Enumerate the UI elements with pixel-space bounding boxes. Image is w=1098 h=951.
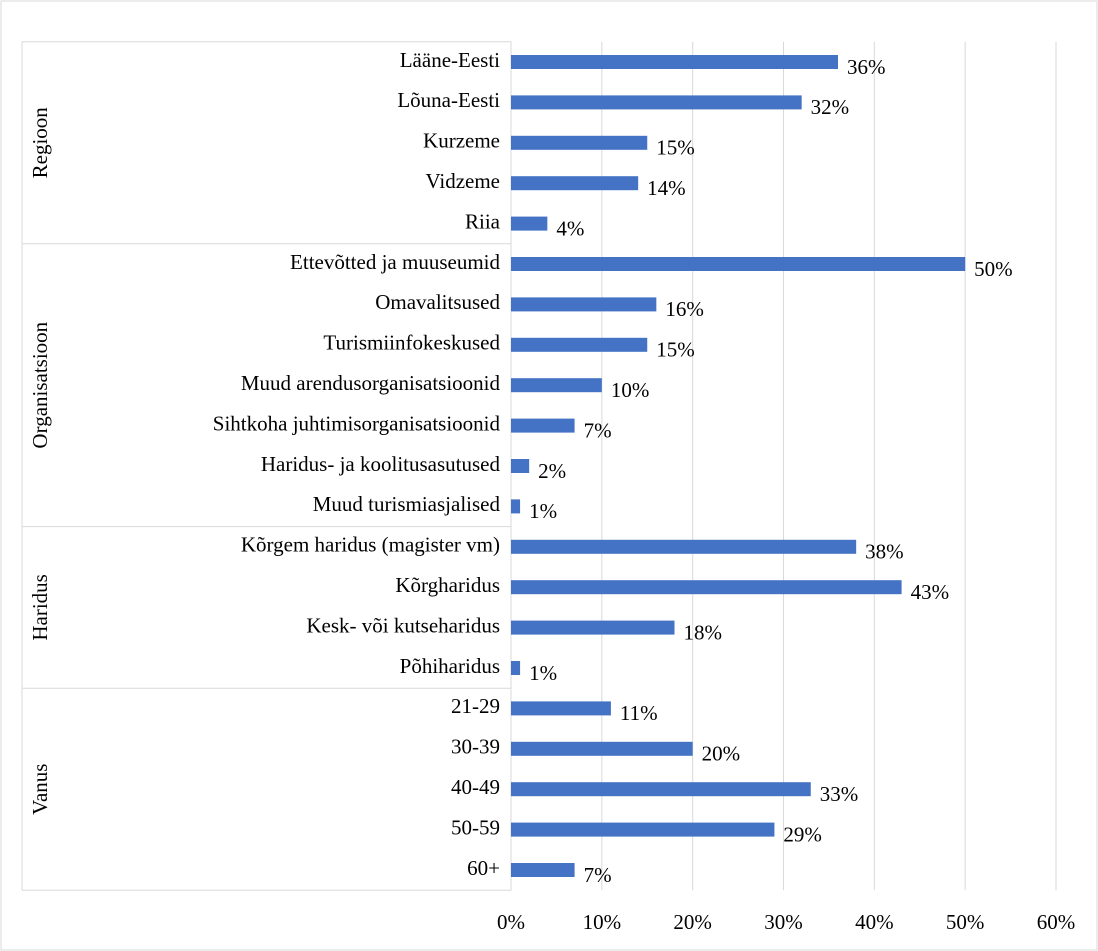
data-label: 1% (529, 661, 557, 685)
y-tick-label: 40-49 (451, 775, 500, 799)
y-tick-label: Ettevõtted ja muuseumid (290, 250, 500, 274)
y-tick-label: Kõrgharidus (395, 573, 500, 597)
data-label: 38% (865, 540, 904, 564)
bar (511, 418, 575, 433)
data-label: 33% (820, 782, 859, 806)
y-tick-label: Muud arendusorganisatsioonid (241, 371, 501, 395)
bar (511, 580, 902, 595)
data-label: 11% (620, 701, 658, 725)
bar (511, 337, 648, 352)
y-tick-label: Lõuna-Eesti (397, 88, 500, 112)
data-label: 2% (538, 459, 566, 483)
y-tick-label: Omavalitsused (375, 290, 500, 314)
y-tick-label: 50-59 (451, 815, 500, 839)
y-tick-label: Kõrgem haridus (magister vm) (241, 533, 500, 557)
y-tick-label: Riia (465, 209, 501, 233)
data-label: 10% (611, 378, 650, 402)
y-tick-label: Kesk- või kutseharidus (306, 613, 500, 637)
bar (511, 620, 675, 635)
x-tick-label: 60% (1037, 910, 1076, 934)
data-label: 7% (584, 418, 612, 442)
y-tick-label: Haridus- ja koolitusasutused (261, 452, 501, 476)
data-label: 16% (665, 297, 704, 321)
data-label: 20% (702, 742, 741, 766)
x-tick-label: 0% (497, 910, 525, 934)
y-tick-label: Sihtkoha juhtimisorganisatsioonid (213, 411, 501, 435)
x-tick-label: 50% (946, 910, 985, 934)
y-tick-label: Muud turismiasjalised (313, 492, 501, 516)
bar (511, 661, 521, 675)
bar (511, 257, 966, 271)
group-label: Haridus (28, 574, 52, 641)
y-tick-label: 30-39 (451, 735, 500, 759)
data-label: 29% (783, 822, 822, 846)
group-label: Vanus (28, 764, 52, 815)
data-label: 32% (811, 95, 850, 119)
y-tick-label: Vidzeme (425, 169, 500, 193)
x-tick-label: 20% (673, 910, 712, 934)
bar (511, 459, 530, 473)
group-label: Regioon (28, 107, 52, 179)
bar (511, 539, 857, 554)
bar (511, 55, 838, 69)
data-label: 1% (529, 499, 557, 523)
data-label: 15% (656, 136, 695, 160)
bar (511, 822, 775, 837)
y-tick-label: 21-29 (451, 694, 500, 718)
bar (511, 135, 648, 150)
data-label: 18% (684, 620, 723, 644)
y-tick-label: Põhiharidus (400, 654, 500, 678)
x-tick-label: 10% (583, 910, 622, 934)
y-tick-label: 60+ (467, 856, 500, 880)
bar (511, 176, 639, 191)
data-label: 15% (656, 338, 695, 362)
y-tick-label: Turismiinfokeskused (323, 331, 500, 355)
data-label: 36% (847, 55, 886, 79)
data-label: 43% (911, 580, 950, 604)
data-label: 14% (647, 176, 686, 200)
bar (511, 95, 802, 110)
group-label: Organisatsioon (28, 321, 52, 448)
bar (511, 863, 575, 877)
bar (511, 741, 693, 756)
bar (511, 499, 521, 514)
x-tick-label: 40% (855, 910, 894, 934)
data-label: 7% (584, 863, 612, 887)
data-label: 50% (974, 257, 1013, 281)
bar (511, 701, 611, 716)
y-tick-label: Lääne-Eesti (400, 48, 500, 72)
bar (511, 297, 657, 312)
bar (511, 378, 602, 393)
bar (511, 216, 548, 231)
data-label: 4% (556, 216, 584, 240)
x-tick-label: 30% (764, 910, 803, 934)
y-tick-label: Kurzeme (423, 129, 500, 153)
bar (511, 782, 811, 797)
